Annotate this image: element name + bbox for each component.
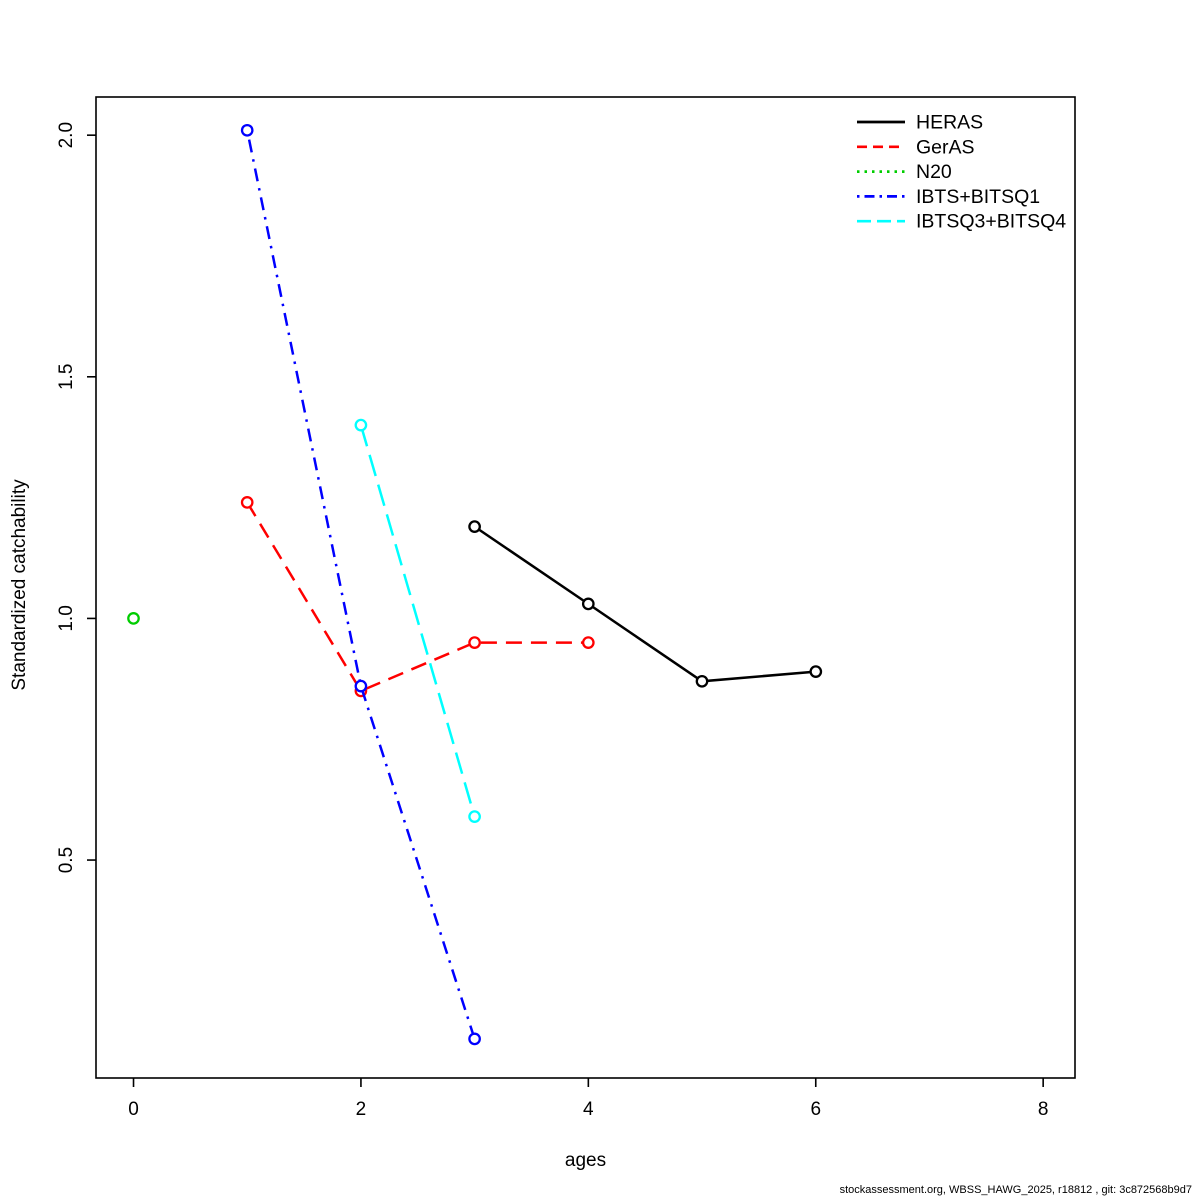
- x-axis-tick-label: 4: [583, 1099, 594, 1120]
- x-axis-tick-label: 0: [128, 1099, 139, 1120]
- x-axis-tick-label: 6: [810, 1099, 821, 1120]
- legend-label-HERAS: HERAS: [916, 112, 983, 134]
- data-point-IBTS+BITSQ1: [354, 679, 368, 693]
- y-axis-title: Standardized catchability: [9, 479, 30, 691]
- x-axis-tick-label: 2: [356, 1099, 367, 1120]
- legend-label-N20: N20: [916, 161, 952, 183]
- data-point-GerAS: [581, 636, 595, 649]
- x-axis-tick-label: 8: [1038, 1099, 1049, 1120]
- plot-border: [95, 96, 1076, 1079]
- data-point-HERAS: [468, 520, 481, 533]
- data-point-HERAS: [809, 665, 823, 678]
- data-point-HERAS: [581, 597, 595, 611]
- data-point-IBTS+BITSQ1: [240, 123, 254, 137]
- legend-label-IBTS+BITSQ1: IBTS+BITSQ1: [916, 186, 1040, 208]
- series-line-GerAS: [246, 501, 589, 693]
- y-axis-tick-label: 0.5: [56, 847, 77, 873]
- data-point-N20: [127, 612, 140, 625]
- legend-label-IBTSQ3+BITSQ4: IBTSQ3+BITSQ4: [916, 211, 1066, 233]
- y-axis-tick-label: 1.5: [56, 364, 77, 390]
- data-point-IBTSQ3+BITSQ4: [354, 418, 368, 432]
- footer-attribution: stockassessment.org, WBSS_HAWG_2025, r18…: [839, 1184, 1192, 1196]
- data-point-IBTSQ3+BITSQ4: [468, 810, 481, 823]
- series-line-HERAS: [473, 525, 816, 683]
- x-axis-title: ages: [564, 1150, 607, 1171]
- y-axis-tick-label: 2.0: [56, 122, 77, 148]
- data-point-IBTS+BITSQ1: [468, 1032, 481, 1046]
- series-line-IBTSQ3+BITSQ4: [359, 424, 476, 817]
- legend-label-GerAS: GerAS: [916, 136, 975, 158]
- series-line-IBTS+BITSQ1: [245, 130, 476, 1040]
- y-axis-tick-label: 1.0: [56, 605, 77, 631]
- data-point-GerAS: [240, 496, 254, 509]
- data-point-HERAS: [695, 674, 709, 688]
- data-point-GerAS: [468, 636, 481, 649]
